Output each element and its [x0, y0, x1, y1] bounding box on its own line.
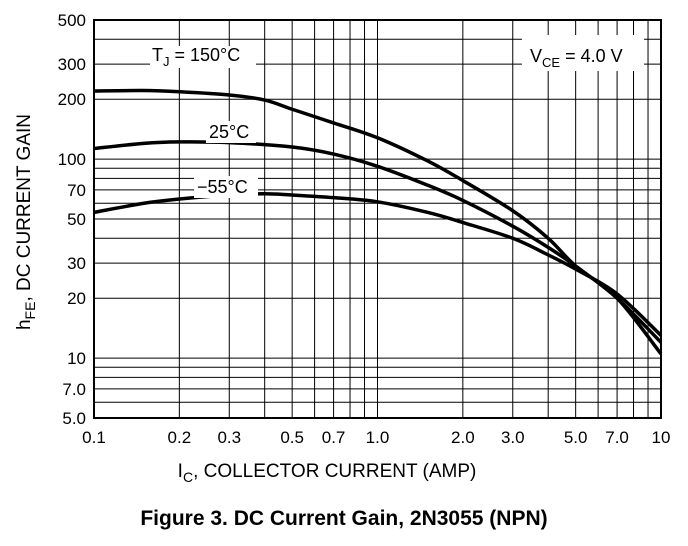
x-tick-label: 0.2 — [168, 428, 192, 447]
y-tick-labels: 5.0 7.0 10 20 30 50 70 100 200 300 500 — [58, 11, 86, 428]
y-tick-label: 300 — [58, 55, 86, 74]
dc-current-gain-chart: 0.1 0.2 0.3 0.5 0.7 1.0 2.0 3.0 5.0 7.0 10 5.0 7.0 1… — [14, 11, 670, 485]
x-tick-label: 0.3 — [217, 428, 241, 447]
x-tick-label: 7.0 — [605, 428, 629, 447]
grid-lines — [94, 20, 661, 418]
x-tick-label: 2.0 — [451, 428, 475, 447]
annotation-background — [522, 35, 644, 71]
y-tick-label: 30 — [67, 254, 86, 273]
y-tick-label: 7.0 — [62, 380, 86, 399]
curve-labels: TJ = 150°C 25°C −55°C — [150, 45, 258, 198]
plot-frame — [93, 19, 662, 419]
curve-label-background — [194, 176, 258, 198]
x-axis-label: IC, COLLECTOR CURRENT (AMP) — [178, 461, 477, 485]
x-tick-label: 5.0 — [564, 428, 588, 447]
y-tick-label: 20 — [67, 289, 86, 308]
y-tick-label: 10 — [67, 349, 86, 368]
x-tick-label: 1.0 — [366, 428, 390, 447]
curve-minus55c — [93, 191, 663, 337]
x-tick-label: 10 — [652, 428, 671, 447]
y-tick-label: 500 — [58, 11, 86, 30]
y-tick-label: 50 — [67, 210, 86, 229]
figure-caption: Figure 3. DC Current Gain, 2N3055 (NPN) — [140, 507, 548, 530]
y-axis-label: hFE, DC CURRENT GAIN — [14, 114, 38, 330]
y-tick-label: 5.0 — [62, 409, 86, 428]
x-tick-label: 0.7 — [322, 428, 346, 447]
curve-label: −55°C — [197, 177, 248, 197]
curve-label: TJ = 150°C — [152, 45, 240, 69]
curve-label-background — [150, 46, 256, 68]
vce-annotation: VCE = 4.0 V — [530, 46, 623, 70]
x-tick-label: 0.5 — [280, 428, 304, 447]
x-tick-labels: 0.1 0.2 0.3 0.5 0.7 1.0 2.0 3.0 5.0 7.0 10 — [82, 428, 670, 447]
y-tick-label: 70 — [67, 181, 86, 200]
x-tick-label: 3.0 — [501, 428, 525, 447]
y-tick-label: 100 — [58, 150, 86, 169]
curve-label-background — [206, 121, 256, 143]
curve-25c — [93, 140, 663, 344]
y-tick-label: 200 — [58, 90, 86, 109]
curve-label: 25°C — [209, 122, 249, 142]
x-tick-label: 0.1 — [82, 428, 106, 447]
gain-curves — [93, 88, 663, 355]
